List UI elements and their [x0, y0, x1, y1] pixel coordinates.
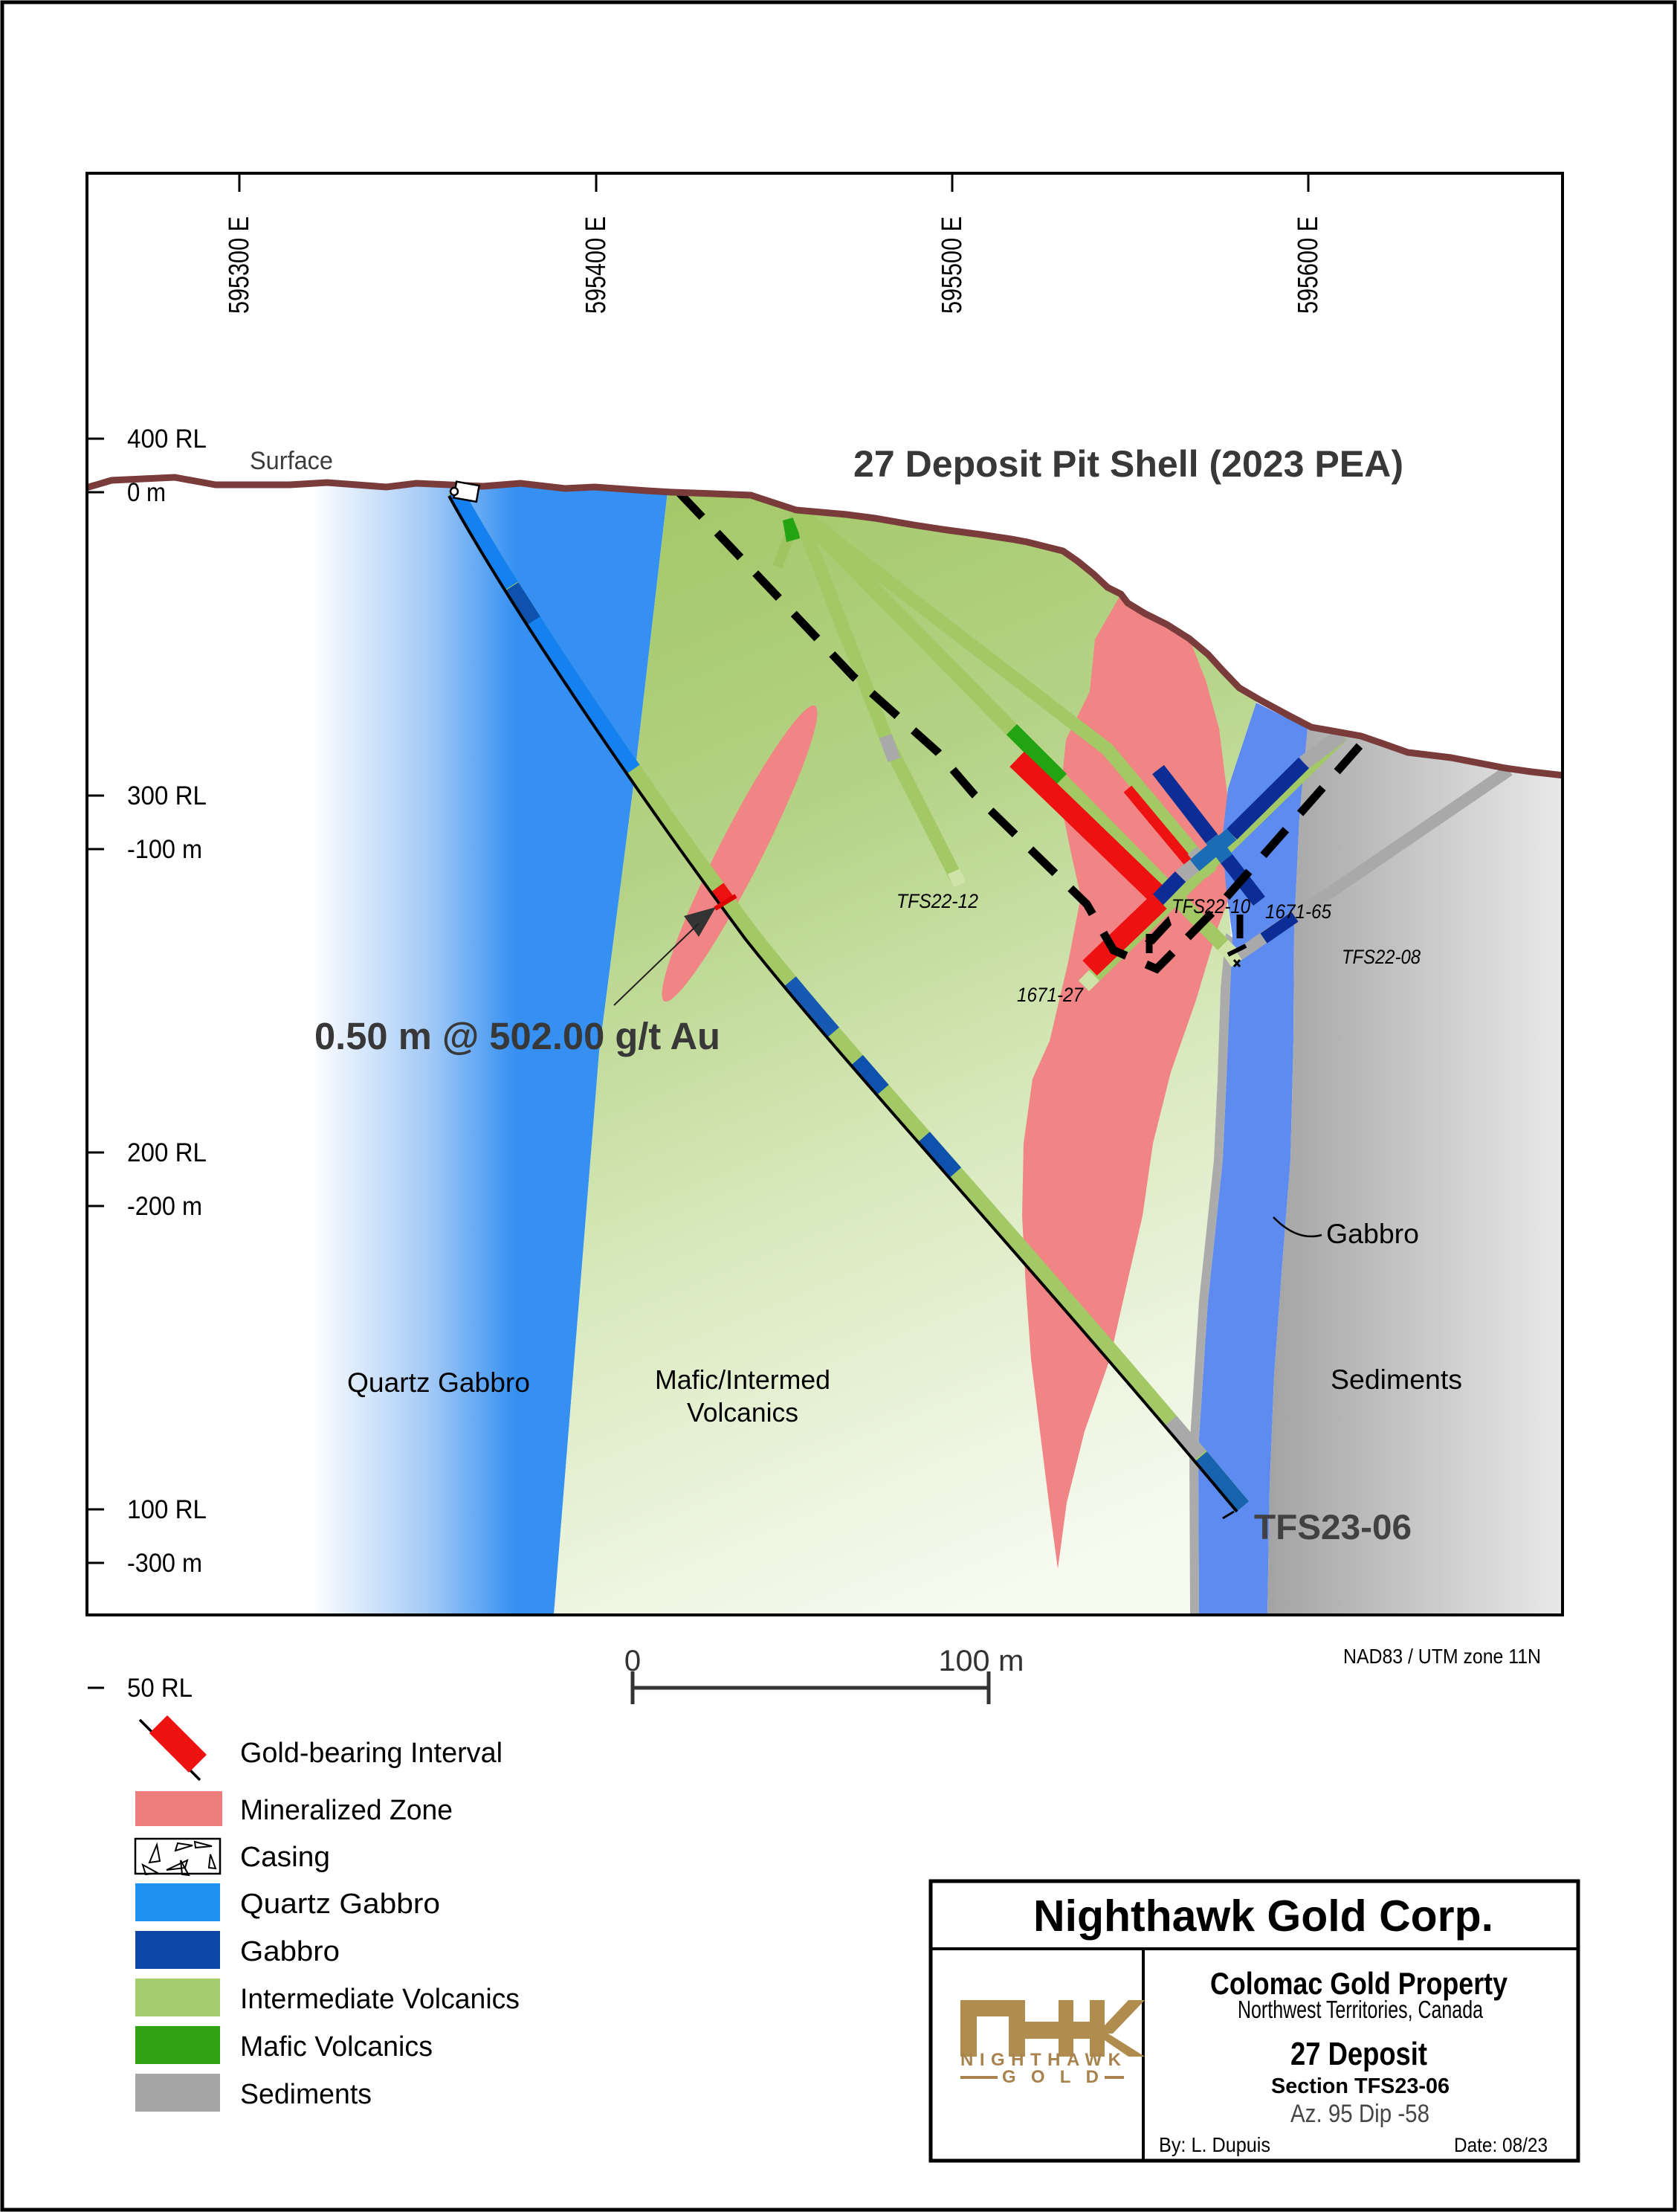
svg-text:Casing: Casing [240, 1842, 330, 1873]
svg-text:1671-27: 1671-27 [1017, 984, 1084, 1006]
svg-text:27 Deposit: 27 Deposit [1290, 2036, 1427, 2072]
svg-text:Surface: Surface [250, 447, 333, 475]
svg-text:Quartz Gabbro: Quartz Gabbro [347, 1367, 530, 1398]
svg-text:Gabbro: Gabbro [1326, 1219, 1419, 1249]
svg-text:Volcanics: Volcanics [687, 1397, 798, 1428]
svg-text:-100 m: -100 m [127, 835, 202, 864]
svg-text:0.50 m @ 502.00 g/t Au: 0.50 m @ 502.00 g/t Au [314, 1015, 720, 1057]
svg-text:100 m: 100 m [939, 1645, 1024, 1677]
svg-text:-300 m: -300 m [127, 1549, 202, 1578]
svg-text:100 RL: 100 RL [127, 1495, 207, 1524]
svg-text:Mineralized Zone: Mineralized Zone [240, 1795, 453, 1826]
svg-text:Date: 08/23: Date: 08/23 [1454, 2134, 1548, 2156]
svg-text:-200 m: -200 m [127, 1192, 202, 1221]
svg-text:Nighthawk Gold Corp.: Nighthawk Gold Corp. [1033, 1892, 1493, 1941]
svg-text:TFS22-08: TFS22-08 [1342, 946, 1421, 968]
svg-text:Section TFS23-06: Section TFS23-06 [1271, 2074, 1450, 2098]
svg-text:By: L. Dupuis: By: L. Dupuis [1159, 2133, 1270, 2156]
svg-text:50 RL: 50 RL [127, 1674, 193, 1703]
svg-text:Az. 95 Dip -58: Az. 95 Dip -58 [1290, 2100, 1429, 2128]
svg-text:Sediments: Sediments [240, 2079, 372, 2110]
svg-text:595400 E: 595400 E [581, 216, 612, 314]
svg-text:300 RL: 300 RL [127, 781, 207, 810]
svg-text:0: 0 [624, 1645, 641, 1677]
svg-text:400 RL: 400 RL [127, 425, 207, 454]
svg-text:Mafic/Intermed: Mafic/Intermed [655, 1364, 830, 1395]
svg-text:Colomac Gold Property: Colomac Gold Property [1210, 1966, 1508, 2001]
svg-text:595300 E: 595300 E [224, 216, 255, 314]
svg-text:Gabbro: Gabbro [240, 1936, 340, 1967]
svg-text:27 Deposit Pit Shell (2023 PEA: 27 Deposit Pit Shell (2023 PEA) [853, 443, 1403, 485]
svg-text:595600 E: 595600 E [1293, 216, 1324, 314]
svg-text:Quartz Gabbro: Quartz Gabbro [240, 1889, 440, 1920]
svg-text:595500 E: 595500 E [937, 216, 968, 314]
svg-text:NAD83 / UTM zone 11N: NAD83 / UTM zone 11N [1343, 1645, 1541, 1668]
svg-text:TFS22-12: TFS22-12 [896, 890, 978, 912]
svg-text:0 m: 0 m [127, 478, 166, 507]
svg-text:Gold-bearing Interval: Gold-bearing Interval [240, 1738, 503, 1769]
svg-text:TFS23-06: TFS23-06 [1254, 1507, 1412, 1547]
svg-text:200 RL: 200 RL [127, 1138, 207, 1167]
svg-text:TFS22-10: TFS22-10 [1172, 895, 1250, 918]
svg-text:Northwest Territories, Canada: Northwest Territories, Canada [1238, 1996, 1483, 2023]
svg-text:Sediments: Sediments [1331, 1364, 1462, 1395]
svg-text:Mafic Volcanics: Mafic Volcanics [240, 2031, 433, 2063]
svg-text:Intermediate Volcanics: Intermediate Volcanics [240, 1984, 520, 2015]
svg-text:1671-65: 1671-65 [1265, 900, 1332, 923]
